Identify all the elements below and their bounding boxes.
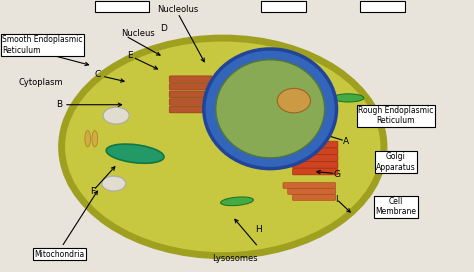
FancyBboxPatch shape [288, 188, 336, 194]
Ellipse shape [62, 38, 384, 256]
FancyBboxPatch shape [283, 183, 336, 188]
Bar [261, 1, 306, 12]
Text: C: C [94, 70, 100, 79]
Text: Nucleolus: Nucleolus [157, 5, 199, 14]
Text: E: E [128, 51, 133, 60]
Text: F: F [90, 187, 95, 196]
FancyBboxPatch shape [292, 168, 338, 175]
Ellipse shape [220, 197, 254, 206]
Ellipse shape [333, 94, 364, 102]
Text: Nucleus: Nucleus [121, 29, 155, 39]
Ellipse shape [103, 107, 129, 124]
Bar [360, 1, 405, 12]
Ellipse shape [85, 131, 91, 147]
Ellipse shape [92, 131, 98, 147]
Text: H: H [255, 225, 262, 234]
Ellipse shape [204, 49, 337, 169]
FancyBboxPatch shape [169, 76, 212, 82]
FancyBboxPatch shape [169, 91, 212, 98]
Text: Cytoplasm: Cytoplasm [19, 78, 64, 88]
Ellipse shape [106, 144, 164, 163]
Ellipse shape [277, 88, 310, 113]
Ellipse shape [102, 176, 126, 191]
FancyBboxPatch shape [292, 141, 338, 148]
Text: B: B [56, 100, 62, 109]
Text: Smooth Endoplasmic
Reticulum: Smooth Endoplasmic Reticulum [2, 35, 83, 55]
FancyBboxPatch shape [292, 155, 338, 161]
FancyBboxPatch shape [292, 148, 338, 154]
FancyBboxPatch shape [169, 84, 212, 90]
Text: D: D [160, 24, 167, 33]
Text: Lysosomes: Lysosomes [212, 254, 257, 264]
Text: A: A [343, 137, 349, 146]
FancyBboxPatch shape [292, 162, 338, 168]
Text: Golgi
Apparatus: Golgi Apparatus [376, 152, 416, 172]
Text: I: I [335, 195, 338, 205]
Text: Mitochondria: Mitochondria [34, 250, 84, 259]
Text: G: G [333, 169, 340, 179]
Bar [95, 1, 149, 12]
FancyBboxPatch shape [169, 106, 212, 113]
FancyBboxPatch shape [292, 194, 336, 200]
FancyBboxPatch shape [169, 99, 212, 105]
Text: Cell
Membrane: Cell Membrane [375, 197, 416, 217]
Ellipse shape [216, 60, 325, 158]
Text: Rough Endoplasmic
Reticulum: Rough Endoplasmic Reticulum [358, 106, 434, 125]
